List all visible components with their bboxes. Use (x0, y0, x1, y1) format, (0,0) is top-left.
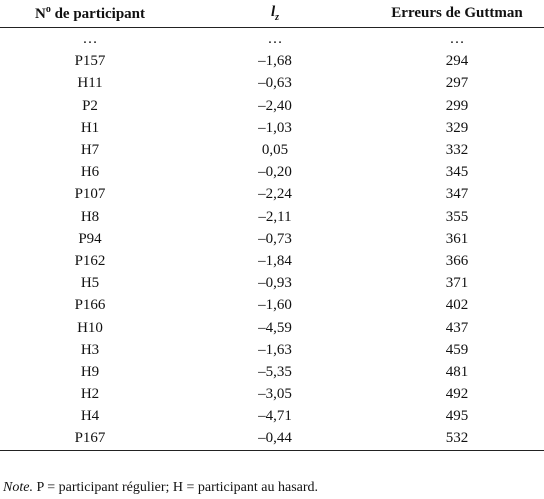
table-row: P162 –1,84 366 (0, 250, 544, 272)
table-cell: –0,63 (258, 75, 292, 92)
table-cell: –3,05 (258, 386, 292, 403)
table-row: H3 –1,63 459 (0, 339, 544, 361)
table-cell: P166 (74, 297, 106, 314)
table-row: H2 –3,05 492 (0, 383, 544, 405)
header-row: No de participant lz Erreurs de Guttman (0, 0, 544, 28)
table-cell: P157 (74, 53, 106, 70)
table-cell: P107 (74, 186, 106, 203)
table-cell: 347 (445, 186, 469, 203)
table-row: H8 –2,11 355 (0, 206, 544, 228)
data-table: No de participant lz Erreurs de Guttman … (0, 0, 544, 451)
table-row: H1 –1,03 329 (0, 117, 544, 139)
table-row: H10 –4,59 437 (0, 316, 544, 338)
table-cell: … (82, 31, 98, 48)
table-cell: 345 (445, 164, 469, 181)
table-cell: 481 (445, 363, 469, 380)
table-row: P94 –0,73 361 (0, 228, 544, 250)
table-row: P167 –0,44 532 (0, 427, 544, 451)
table-cell: 366 (445, 252, 469, 269)
table-row: P157 –1,68 294 (0, 50, 544, 72)
table-cell: 492 (445, 386, 469, 403)
table-cell: H9 (80, 363, 100, 380)
note-text: P = participant régulier; H = participan… (36, 480, 319, 495)
table-cell: H7 (80, 142, 100, 159)
table-cell: 297 (445, 75, 469, 92)
table-cell: 402 (445, 297, 469, 314)
table-cell: –4,71 (258, 408, 292, 425)
table-cell: 495 (445, 408, 469, 425)
table-cell: H1 (80, 119, 100, 136)
table-cell: 437 (445, 319, 469, 336)
table-cell: –0,93 (258, 275, 292, 292)
table-cell: H5 (80, 275, 100, 292)
table-row: P107 –2,24 347 (0, 183, 544, 205)
header-text: Erreurs de Guttman (391, 5, 523, 21)
header-text: N (34, 6, 46, 22)
table-cell: P162 (74, 252, 106, 269)
table-cell: 355 (445, 208, 469, 225)
table-body: … … … P157 –1,68 294 H11 –0,63 297 P2 –2,40 299 H1 –1… (0, 28, 544, 451)
header-sub: z (275, 12, 280, 23)
table-row: H5 –0,93 371 (0, 272, 544, 294)
table-cell: –0,73 (258, 230, 292, 247)
table-cell: –2,24 (258, 186, 292, 203)
table-row: H4 –4,71 495 (0, 405, 544, 427)
table-cell: P94 (78, 230, 102, 247)
table-cell: H6 (80, 164, 100, 181)
table-cell: H2 (80, 386, 100, 403)
note-label: Note. (3, 480, 33, 495)
table-cell: H10 (77, 319, 103, 336)
header-cell: lz (180, 0, 370, 28)
table-cell: … (449, 31, 465, 48)
table-cell: 294 (445, 53, 469, 70)
table-cell: H8 (80, 208, 100, 225)
header-cell: Erreurs de Guttman (370, 0, 544, 28)
table-cell: 532 (370, 427, 544, 451)
table-cell: P2 (82, 97, 98, 114)
table-cell: 0,05 (261, 142, 289, 159)
table-cell: H11 (77, 75, 103, 92)
table-row: H9 –5,35 481 (0, 361, 544, 383)
table-cell: –0,44 (180, 427, 370, 451)
table-cell: –1,84 (258, 252, 292, 269)
table-row: P166 –1,60 402 (0, 294, 544, 316)
table-cell: –5,35 (258, 363, 292, 380)
table-cell: –2,40 (258, 97, 292, 114)
header-sup: o (45, 4, 51, 15)
table-cell: 371 (445, 275, 469, 292)
table-cell: –1,60 (258, 297, 292, 314)
table-cell: –1,03 (258, 119, 292, 136)
table-row: H11 –0,63 297 (0, 72, 544, 94)
header-cell: No de participant (0, 0, 180, 28)
table-row: H6 –0,20 345 (0, 161, 544, 183)
note: Note. P = participant régulier; H = part… (3, 480, 318, 496)
table-cell: … (267, 31, 283, 48)
table-cell: 459 (445, 341, 469, 358)
table-cell: –4,59 (258, 319, 292, 336)
table-cell: –1,68 (258, 53, 292, 70)
table-row: … … … (0, 28, 544, 51)
table-cell: P167 (0, 427, 180, 451)
table-cell: –0,20 (258, 164, 292, 181)
table-cell: 361 (445, 230, 469, 247)
header-text: l (270, 4, 276, 20)
table-cell: H3 (80, 341, 100, 358)
table-cell: 329 (445, 119, 469, 136)
table-cell: H4 (80, 408, 100, 425)
table-cell: 332 (445, 142, 469, 159)
table-cell: –1,63 (258, 341, 292, 358)
header-text: de participant (54, 6, 145, 22)
table-cell: 299 (445, 97, 469, 114)
table-cell: –2,11 (258, 208, 292, 225)
table-row: P2 –2,40 299 (0, 95, 544, 117)
table-row: H7 0,05 332 (0, 139, 544, 161)
